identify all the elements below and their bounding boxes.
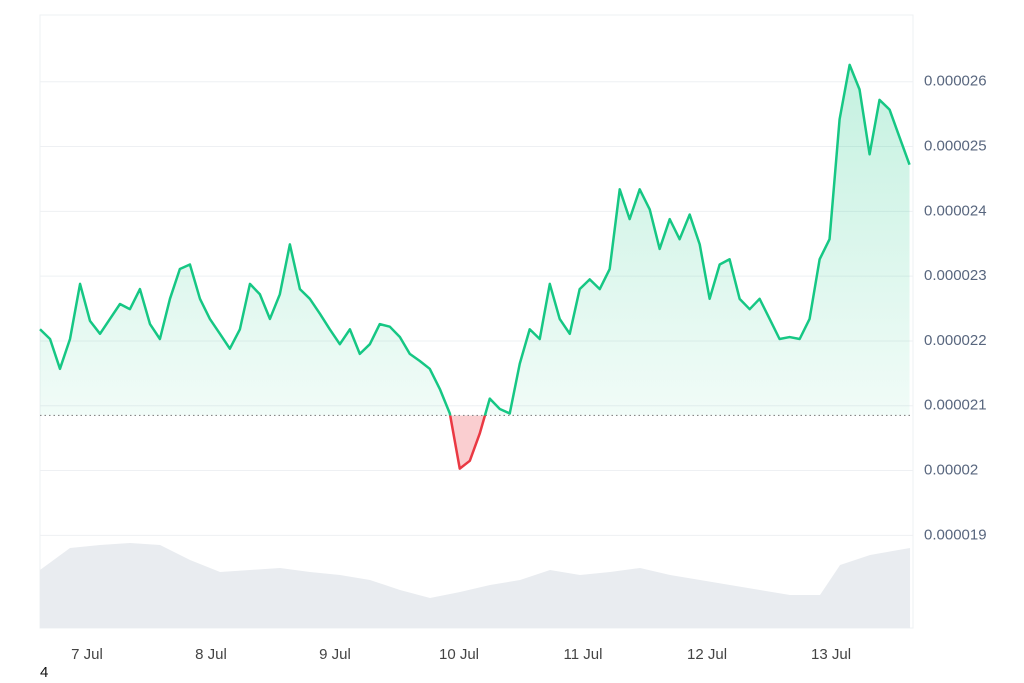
y-tick-label: 0.000019: [924, 526, 987, 543]
y-tick-label: 0.000025: [924, 138, 987, 155]
x-tick-label: 11 Jul: [564, 646, 603, 663]
volume-area: [40, 543, 911, 628]
x-tick-label: 8 Jul: [195, 646, 227, 663]
y-tick-label: 0.00002: [924, 462, 978, 479]
x-tick-label: 7 Jul: [71, 646, 103, 663]
y-tick-label: 0.000021: [924, 397, 987, 414]
page-number: 4: [40, 664, 49, 681]
y-tick-label: 0.000024: [924, 202, 987, 219]
x-tick-label: 10 Jul: [439, 646, 479, 663]
price-line: [39, 63, 911, 470]
x-tick-label: 12 Jul: [687, 646, 727, 663]
y-tick-label: 0.000023: [924, 267, 987, 284]
price-area: [40, 64, 910, 469]
y-tick-label: 0.000026: [924, 73, 987, 90]
x-tick-label: 9 Jul: [319, 646, 351, 663]
x-tick-label: 13 Jul: [811, 646, 851, 663]
y-tick-label: 0.000022: [924, 332, 987, 349]
